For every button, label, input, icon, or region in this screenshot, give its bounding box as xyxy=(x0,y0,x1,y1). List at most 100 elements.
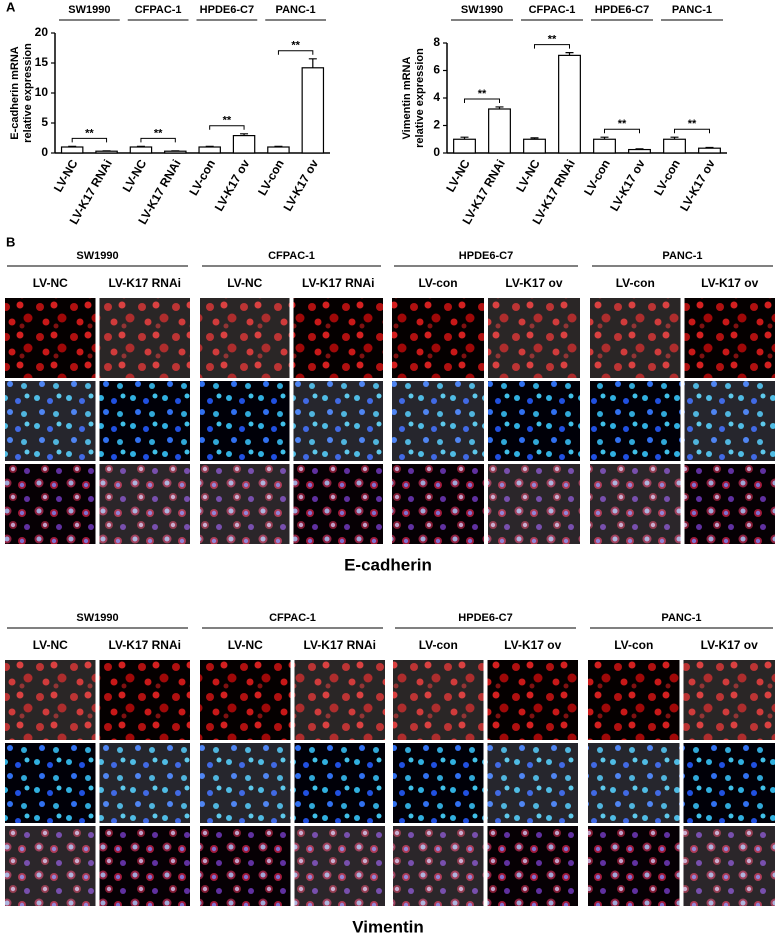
y-tick-label: 2 xyxy=(433,118,440,132)
panel-label: B xyxy=(6,234,15,249)
x-tick-label: LV-K17 ov xyxy=(677,157,718,214)
micrograph xyxy=(293,464,383,544)
micrograph xyxy=(590,464,681,544)
micrograph xyxy=(393,826,484,906)
significance-bracket xyxy=(674,128,710,134)
significance-bracket xyxy=(209,125,245,130)
micrograph xyxy=(590,298,681,378)
y-axis-label: relative expression xyxy=(414,48,426,148)
column-label: LV-con xyxy=(418,276,457,290)
x-tick-label: LV-K17 ov xyxy=(212,157,253,214)
column-label: LV-con xyxy=(616,276,655,290)
panel-label: A xyxy=(6,0,16,14)
micrograph xyxy=(294,743,385,823)
column-label: LV-K17 RNAi xyxy=(109,638,181,652)
column-label: LV-K17 ov xyxy=(504,638,561,652)
error-bar xyxy=(565,52,574,56)
micrograph xyxy=(684,464,775,544)
group-label: SW1990 xyxy=(76,250,118,262)
micrograph xyxy=(488,298,580,378)
column-label: LV-K17 RNAi xyxy=(109,276,181,290)
error-bar xyxy=(136,145,145,147)
column-label: LV-con xyxy=(614,638,653,652)
micrograph xyxy=(588,826,680,906)
micrograph xyxy=(5,743,96,823)
micrograph xyxy=(99,464,190,544)
error-bar xyxy=(68,145,77,147)
significance-bracket xyxy=(277,50,314,55)
bar xyxy=(232,135,256,154)
x-tick-label: LV-NC xyxy=(120,157,150,195)
error-bar xyxy=(240,133,249,136)
micrograph xyxy=(488,381,580,461)
significance-label: ** xyxy=(154,127,163,139)
error-bar xyxy=(635,148,644,150)
micrograph xyxy=(683,743,775,823)
y-tick-label: 15 xyxy=(35,55,49,69)
column-label: LV-NC xyxy=(33,638,68,652)
micrograph xyxy=(684,381,775,461)
x-tick-label: LV-NC xyxy=(51,157,81,195)
error-bar xyxy=(530,137,539,140)
bar xyxy=(628,148,651,154)
group-label: PANC-1 xyxy=(276,4,316,16)
significance-bracket xyxy=(464,98,500,103)
y-tick-label: 5 xyxy=(41,115,48,129)
micrograph xyxy=(99,743,190,823)
marker-caption: Vimentin xyxy=(352,917,423,936)
micrograph xyxy=(293,298,383,378)
x-tick-label: LV-NC xyxy=(443,157,473,195)
micrograph xyxy=(393,660,484,740)
bar xyxy=(523,138,546,154)
column-label: LV-K17 RNAi xyxy=(304,638,376,652)
micrograph xyxy=(392,298,484,378)
micrograph xyxy=(200,381,290,461)
micrograph xyxy=(590,381,681,461)
micrograph xyxy=(683,660,775,740)
micrograph xyxy=(392,464,484,544)
error-bar xyxy=(274,145,283,147)
micrograph xyxy=(200,464,290,544)
group-label: SW1990 xyxy=(461,4,503,16)
bar xyxy=(558,54,581,154)
significance-label: ** xyxy=(223,115,232,127)
bar xyxy=(593,138,616,154)
error-bar xyxy=(670,136,679,140)
y-axis-label: E-cadherin mRNA xyxy=(9,46,21,140)
significance-label: ** xyxy=(291,40,300,52)
x-tick-label: LV-NC xyxy=(513,157,543,195)
x-tick-label: LV-con xyxy=(255,157,287,198)
column-label: LV-K17 ov xyxy=(701,276,758,290)
micrograph xyxy=(200,826,291,906)
column-label: LV-NC xyxy=(227,276,262,290)
micrograph xyxy=(5,464,96,544)
significance-label: ** xyxy=(548,34,557,46)
column-label: LV-K17 ov xyxy=(701,638,758,652)
significance-bracket xyxy=(140,137,176,143)
y-tick-label: 0 xyxy=(433,145,440,159)
x-tick-label: LV-con xyxy=(651,157,683,198)
significance-bracket xyxy=(71,137,108,143)
column-label: LV-NC xyxy=(33,276,68,290)
group-label: HPDE6-C7 xyxy=(595,4,649,16)
micrograph xyxy=(99,826,190,906)
bar xyxy=(663,138,686,154)
column-label: LV-K17 ov xyxy=(505,276,562,290)
significance-label: ** xyxy=(618,118,627,130)
micrograph xyxy=(683,826,775,906)
micrograph xyxy=(393,743,484,823)
micrograph xyxy=(684,298,775,378)
group-label: PANC-1 xyxy=(661,612,701,624)
bar xyxy=(453,138,476,154)
y-tick-label: 0 xyxy=(41,145,48,159)
significance-label: ** xyxy=(85,127,94,139)
significance-label: ** xyxy=(688,118,697,130)
micrograph xyxy=(488,464,580,544)
y-tick-label: 6 xyxy=(433,63,440,77)
y-tick-label: 10 xyxy=(35,85,49,99)
error-bar xyxy=(205,145,214,147)
bar xyxy=(301,67,325,154)
bar xyxy=(267,146,290,154)
micrograph xyxy=(200,660,291,740)
bar xyxy=(698,147,721,154)
